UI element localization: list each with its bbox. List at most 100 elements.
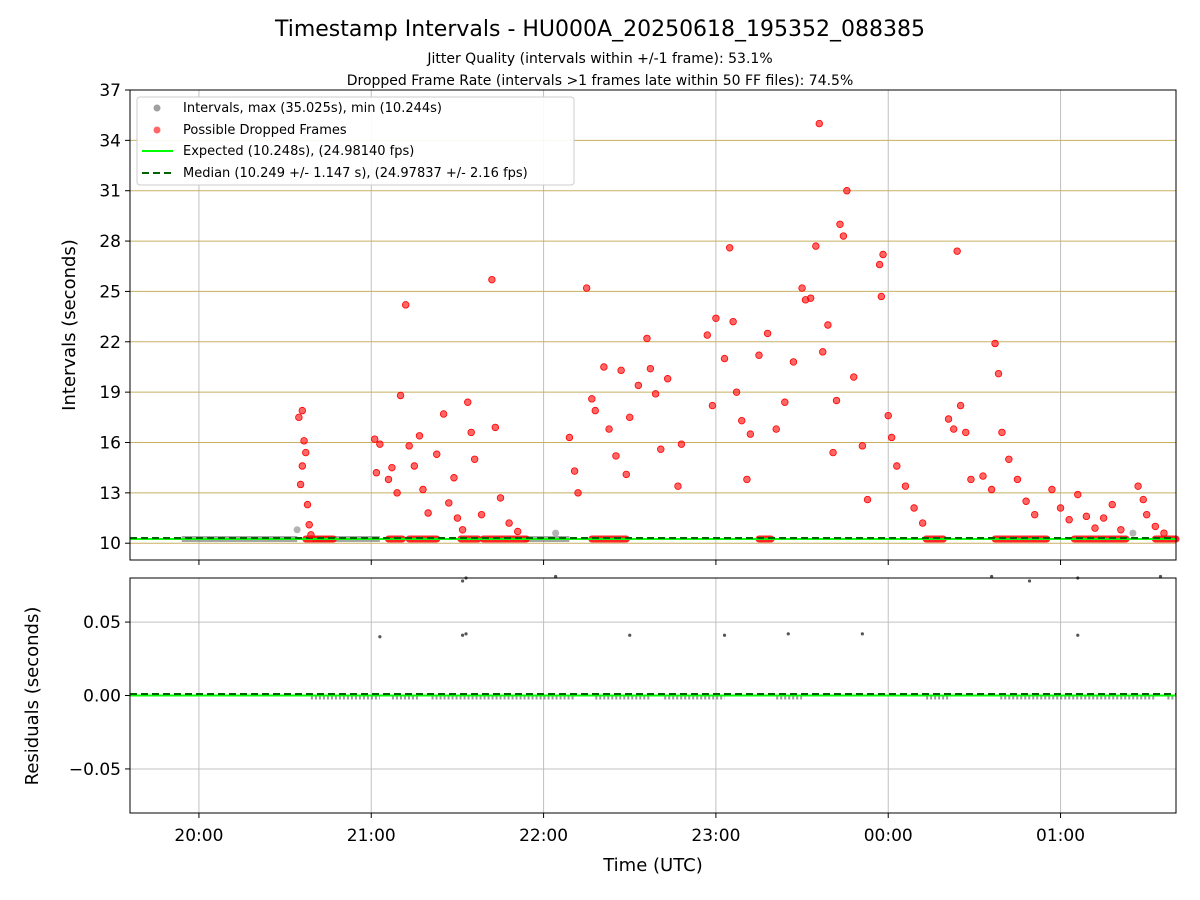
dropped-frame-point [626,413,634,422]
dropped-frame-point [570,467,579,475]
dropped-frame-point [824,321,832,329]
dropped-frame-point [772,425,780,433]
legend-swatch-intervals [153,104,161,112]
chart-subtitle-jitter: Jitter Quality (intervals within +/-1 fr… [426,51,772,67]
dropped-frame-point [875,260,884,269]
dropped-frame-point [1091,524,1099,532]
dropped-frame-point [763,329,772,338]
top-panel-frame [129,89,1177,561]
dropped-frame-point [445,499,453,507]
top-y-tick-label: 28 [99,232,121,252]
bottom-y-tick-label: −0.05 [69,760,121,780]
dropped-frame-point [410,462,419,470]
dropped-frame-point [674,482,682,490]
legend-label-expected: Expected (10.248s), (24.98140 fps) [183,144,414,159]
legend-label-intervals: Intervals, max (35.025s), min (10.244s) [183,101,442,116]
dropped-frame-point [732,388,741,396]
dropped-frame-point [591,406,599,415]
dropped-frame-point [858,442,867,450]
dropped-frame-point [910,504,918,512]
x-tick-label: 01:00 [1036,826,1085,846]
interval-point [1129,529,1137,537]
x-tick-label: 21:00 [347,826,396,846]
dropped-frame-point [836,220,844,228]
dropped-frame-point [998,428,1006,437]
dropped-frame-point [1117,526,1125,534]
dropped-frame-point [1013,475,1022,484]
dropped-frame-point [901,482,910,490]
dropped-frame-point [302,448,310,457]
dropped-frame-point [605,425,613,433]
x-axis-label: Time (UTC) [602,855,703,876]
dropped-frame-point [815,119,823,128]
top-panel-x-ticks [198,560,1062,565]
dropped-frame-point [893,462,901,470]
chart-title: Timestamp Intervals - HU000A_20250618_19… [274,17,925,42]
top-panel-y-ticks: 10 13 16 19 22 25 28 31 34 37 [99,81,130,554]
dropped-frame-point [300,437,308,445]
dropped-frame-point [1099,514,1108,522]
residual-point [990,574,994,579]
top-y-tick-label: 19 [99,383,121,403]
dropped-frame-point [1022,497,1030,505]
dropped-frame-point [405,442,413,450]
dropped-frame-point [582,284,591,292]
dropped-frame-point [617,366,625,375]
residual-point [460,579,465,583]
interval-point [552,529,560,537]
dropped-frame-point [622,470,630,479]
dropped-frame-point [1108,500,1116,509]
dropped-frame-point [703,331,711,339]
dropped-frame-point [887,433,896,442]
dropped-frame-point [384,475,393,484]
dropped-frame-point [467,428,475,437]
residual-point [786,632,790,636]
dropped-frame-point [1134,482,1142,490]
dropped-frame-point [843,187,851,195]
top-y-tick-label: 31 [99,182,121,202]
dropped-frame-point [962,428,970,437]
top-y-tick-label: 13 [99,484,121,504]
dropped-frame-point [433,450,441,458]
dropped-frame-point [729,317,737,326]
top-panel-marks [130,119,1180,543]
dropped-frame-point [677,440,686,448]
legend-swatch-dropped [153,126,161,134]
dropped-frame-point [464,398,472,406]
dropped-frame-point [1048,485,1056,494]
top-y-tick-label: 10 [99,534,121,554]
dropped-frame-point [565,433,574,442]
dropped-frame-point [1082,512,1091,521]
residual-point [1027,579,1032,583]
dropped-frame-point [994,369,1003,378]
x-tick-label: 20:00 [174,826,223,846]
x-tick-label: 23:00 [691,826,740,846]
dropped-frame-point [712,314,720,322]
dropped-frame-point [588,395,596,403]
dropped-frame-point [305,521,313,529]
top-y-axis-label: Intervals (seconds) [59,239,80,411]
dropped-frame-point [393,489,401,497]
bottom-y-axis-label: Residuals (seconds) [22,607,43,786]
dropped-frame-point [877,292,886,301]
dropped-frame-point [819,348,827,356]
top-y-tick-label: 16 [99,434,121,454]
dropped-frame-point [991,339,999,348]
dropped-frame-point [651,390,660,398]
dropped-frame-point [1056,504,1065,512]
dropped-frame-point [967,475,975,484]
dropped-frame-point [1065,516,1073,524]
dropped-frame-point [372,469,381,477]
residual-point [628,633,632,637]
dropped-frame-point [806,294,815,302]
dropped-frame-point [987,485,996,494]
dropped-frame-point [505,519,513,527]
dropped-frame-point [396,391,405,400]
bottom-y-tick-label: 0.05 [83,613,121,633]
dropped-frame-point [450,474,458,482]
bottom-panel-y-ticks: −0.05 0.00 0.05 [69,613,130,780]
top-y-tick-label: 34 [99,131,121,151]
x-tick-label: 00:00 [864,826,913,846]
